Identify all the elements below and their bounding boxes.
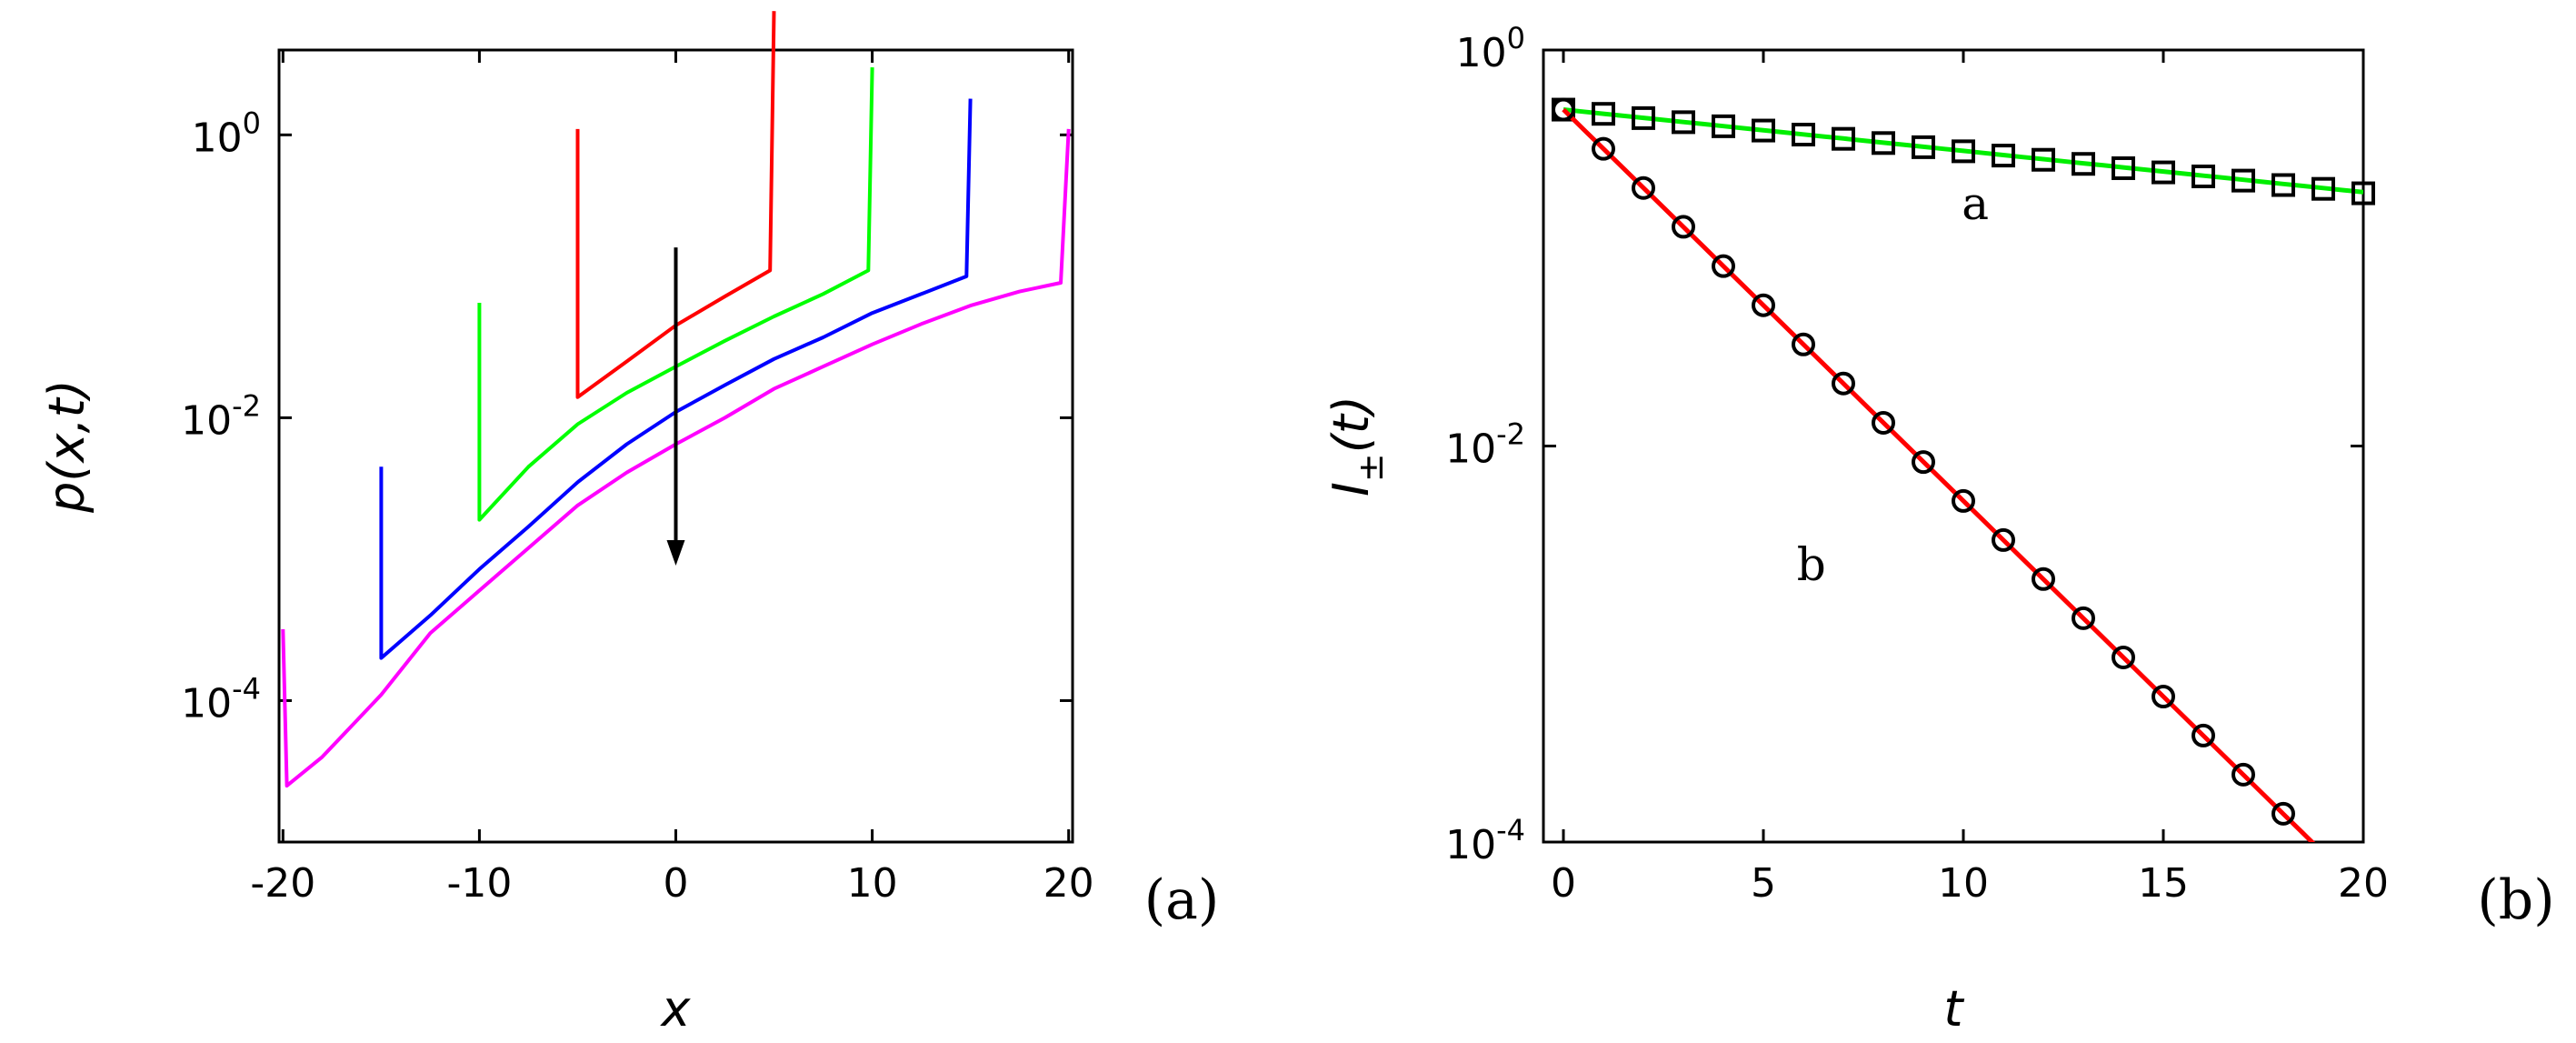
- b-series-b-marker: [1592, 136, 1615, 161]
- b-series-a-marker: [2351, 181, 2375, 206]
- b-x-tick-label: 15: [2138, 860, 2189, 907]
- b-series-b-marker: [2072, 606, 2095, 630]
- a-x-tick-label: 10: [847, 860, 898, 907]
- b-series-a-marker: [1912, 135, 1935, 159]
- a-y-tick-label: 10-4: [181, 671, 261, 727]
- b-y-tick-base: 10: [1445, 426, 1496, 473]
- a-arrow-head: [666, 540, 685, 567]
- b-series-a-marker: [1952, 139, 1975, 164]
- b-series-a-marker: [2271, 173, 2295, 197]
- b-series-a-marker: [1712, 114, 1735, 138]
- b-x-axis-label: t: [1943, 980, 1964, 1038]
- a-panel-label: (a): [1144, 868, 1220, 932]
- b-series-a-marker: [1752, 118, 1775, 143]
- b-y-tick-exp: -4: [1496, 813, 1525, 847]
- b-series-b-marker: [2271, 801, 2295, 826]
- b-series-b-marker: [2232, 762, 2255, 787]
- b-series-a-marker: [2032, 147, 2055, 172]
- b-series-a-marker: [2112, 155, 2135, 180]
- b-series-b-marker: [1632, 176, 1655, 200]
- b-series-b-marker: [1712, 254, 1735, 278]
- b-y-axis-label-sub: ±: [1351, 453, 1391, 482]
- b-y-tick-label: 10-2: [1445, 417, 1525, 473]
- b-series-b-marker: [1832, 371, 1855, 396]
- b-y-tick-base: 10: [1445, 822, 1496, 868]
- b-series-a-marker: [1832, 126, 1855, 151]
- a-x-tick-label: -20: [250, 860, 315, 907]
- b-series-a-marker: [2232, 168, 2255, 193]
- b-y-tick-base: 10: [1456, 30, 1507, 76]
- b-series-a-marker: [1632, 105, 1655, 130]
- b-series-b-marker: [1872, 410, 1895, 435]
- b-series-a-marker: [1672, 110, 1695, 135]
- b-y-tick-exp: 0: [1507, 21, 1525, 55]
- a-y-tick-base: 10: [181, 680, 232, 727]
- a-x-axis-label: x: [660, 980, 692, 1038]
- b-series-b-marker: [2032, 567, 2055, 591]
- a-x-tick-label: -10: [446, 860, 512, 907]
- b-series-a-marker: [1992, 144, 2015, 168]
- b-x-tick-label: 20: [2338, 860, 2389, 907]
- b-x-tick-label: 5: [1751, 860, 1776, 907]
- b-series-b-fit-line: [1562, 107, 2316, 842]
- b-series-b-marker: [2152, 684, 2175, 708]
- b-series-a-marker: [2072, 152, 2095, 176]
- b-series-b-marker: [1992, 527, 2015, 552]
- b-y-tick-label: 100: [1456, 21, 1525, 76]
- b-x-tick-label: 0: [1551, 860, 1576, 907]
- b-series-a-marker: [1592, 102, 1615, 126]
- b-series-b-marker: [1952, 488, 1975, 513]
- b-series-a-marker: [1872, 131, 1895, 155]
- b-series-b-marker: [1792, 332, 1815, 356]
- a-y-tick-base: 10: [181, 397, 232, 444]
- a-y-tick-exp: -2: [232, 388, 261, 423]
- b-series-a-marker: [1792, 123, 1815, 147]
- b-series-b-marker: [1552, 97, 1575, 122]
- a-y-tick-label: 100: [192, 105, 261, 161]
- b-y-tick-exp: -2: [1496, 417, 1525, 452]
- b-y-axis-label-main: I: [1323, 482, 1380, 496]
- a-y-tick-base: 10: [192, 115, 243, 161]
- b-series-a-marker: [2192, 164, 2215, 188]
- b-y-axis-label-tail: (t): [1323, 396, 1380, 453]
- b-series-b-marker: [2192, 723, 2215, 747]
- b-series-b-marker: [2112, 645, 2135, 669]
- b-x-tick-label: 10: [1938, 860, 1989, 907]
- b-y-axis-label: I±(t): [1323, 396, 1391, 496]
- b-series-a-label: a: [1962, 177, 1989, 230]
- b-series-a-fit-line: [1563, 107, 2363, 195]
- a-y-tick-exp: -4: [232, 671, 261, 706]
- b-series-a-marker: [2311, 176, 2335, 201]
- a-y-axis-label: p(x,t): [38, 379, 95, 514]
- b-series-b-label: b: [1797, 538, 1826, 591]
- b-series-b-marker: [1912, 450, 1935, 475]
- b-panel-label: (b): [2477, 868, 2554, 932]
- b-series-b-marker: [1672, 215, 1695, 239]
- a-x-tick-label: 20: [1043, 860, 1094, 907]
- a-x-tick-label: 0: [664, 860, 689, 907]
- b-y-tick-label: 10-4: [1445, 813, 1525, 868]
- a-y-tick-exp: 0: [243, 105, 261, 140]
- a-y-tick-label: 10-2: [181, 388, 261, 444]
- b-series-a-marker: [2152, 160, 2175, 185]
- b-series-b-marker: [1752, 293, 1775, 317]
